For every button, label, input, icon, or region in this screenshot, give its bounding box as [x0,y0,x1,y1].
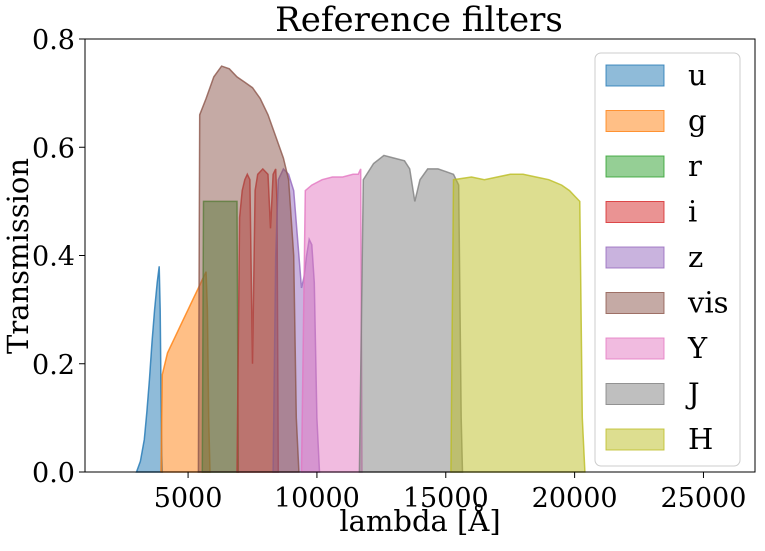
chart-title: Reference filters [275,0,563,40]
series-area-u [135,266,164,473]
legend-entry-i: i [605,195,697,229]
y-tick-label: 0.8 [32,25,75,56]
series-area-h [450,173,586,473]
legend-entry-vis: vis [605,286,729,320]
legend-label: Y [687,331,708,365]
y-axis-ticks: 0.0 0.2 0.4 0.6 0.8 [32,25,85,489]
legend-swatch [605,155,665,178]
x-tick-label: 20000 [532,483,618,514]
legend-swatch [605,337,665,360]
legend-entry-u: u [605,58,707,92]
x-tick-label: 25000 [661,483,747,514]
legend-label: i [688,195,697,229]
legend-label: g [688,104,707,138]
series-area-j [358,154,464,473]
legend-swatch [605,110,665,132]
x-axis-ticks: 5000 10000 15000 20000 25000 [154,472,747,514]
legend-entry-y: Y [605,331,708,365]
legend-label: J [685,377,700,411]
legend-entry-h: H [605,422,713,456]
legend-label: z [688,240,703,274]
legend-entry-g: g [605,104,707,138]
legend-swatch [605,292,665,314]
legend-entry-r: r [605,149,702,183]
y-tick-label: 0.6 [32,133,75,164]
x-tick-label: 15000 [403,483,489,514]
y-tick-label: 0.0 [32,458,75,489]
legend-entry-z: z [605,240,703,274]
filter-areas [135,65,586,473]
legend-label: H [688,422,713,456]
legend-swatch [605,383,665,405]
legend-entry-j: J [605,377,700,411]
legend-swatch [605,246,665,269]
legend-swatch [605,201,665,223]
series-area-y [300,168,363,473]
y-tick-label: 0.2 [32,350,75,381]
legend-label: u [688,58,707,92]
legend-label: vis [687,286,729,320]
legend-swatch [605,428,665,451]
series-area-vis [197,65,300,473]
y-axis-title: Transmission [1,158,35,354]
y-tick-label: 0.4 [32,242,75,273]
legend-swatch [605,64,665,87]
legend-label: r [688,149,702,183]
x-axis-title: lambda [Å] [339,503,500,538]
x-tick-label: 5000 [154,483,223,514]
x-tick-label: 10000 [274,483,360,514]
